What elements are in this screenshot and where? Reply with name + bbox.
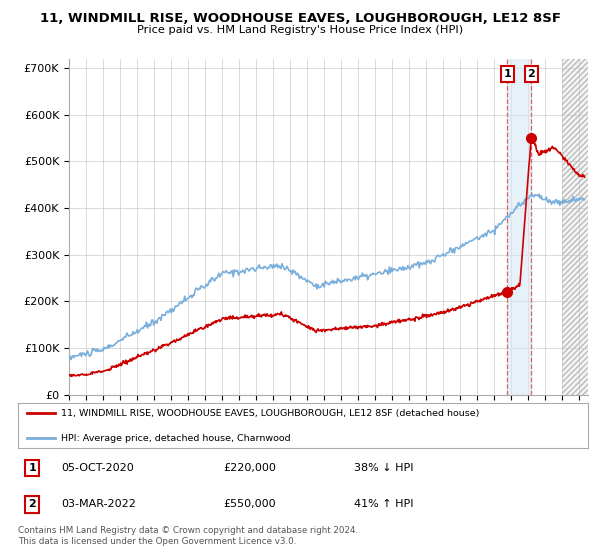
Text: 05-OCT-2020: 05-OCT-2020	[61, 463, 133, 473]
Text: 41% ↑ HPI: 41% ↑ HPI	[354, 500, 414, 510]
Text: 2: 2	[527, 69, 535, 79]
Text: 11, WINDMILL RISE, WOODHOUSE EAVES, LOUGHBOROUGH, LE12 8SF: 11, WINDMILL RISE, WOODHOUSE EAVES, LOUG…	[40, 12, 560, 25]
Text: 1: 1	[503, 69, 511, 79]
Text: Price paid vs. HM Land Registry's House Price Index (HPI): Price paid vs. HM Land Registry's House …	[137, 25, 463, 35]
Text: £550,000: £550,000	[223, 500, 276, 510]
Text: 03-MAR-2022: 03-MAR-2022	[61, 500, 136, 510]
Text: 11, WINDMILL RISE, WOODHOUSE EAVES, LOUGHBOROUGH, LE12 8SF (detached house): 11, WINDMILL RISE, WOODHOUSE EAVES, LOUG…	[61, 409, 479, 418]
Text: 2: 2	[28, 500, 36, 510]
Text: £220,000: £220,000	[223, 463, 276, 473]
Bar	[562, 59, 600, 395]
Bar	[507, 59, 532, 395]
Text: 1: 1	[28, 463, 36, 473]
Text: 38% ↓ HPI: 38% ↓ HPI	[354, 463, 414, 473]
Bar	[562, 59, 600, 395]
Text: Contains HM Land Registry data © Crown copyright and database right 2024.
This d: Contains HM Land Registry data © Crown c…	[18, 526, 358, 546]
Text: HPI: Average price, detached house, Charnwood: HPI: Average price, detached house, Char…	[61, 433, 290, 442]
